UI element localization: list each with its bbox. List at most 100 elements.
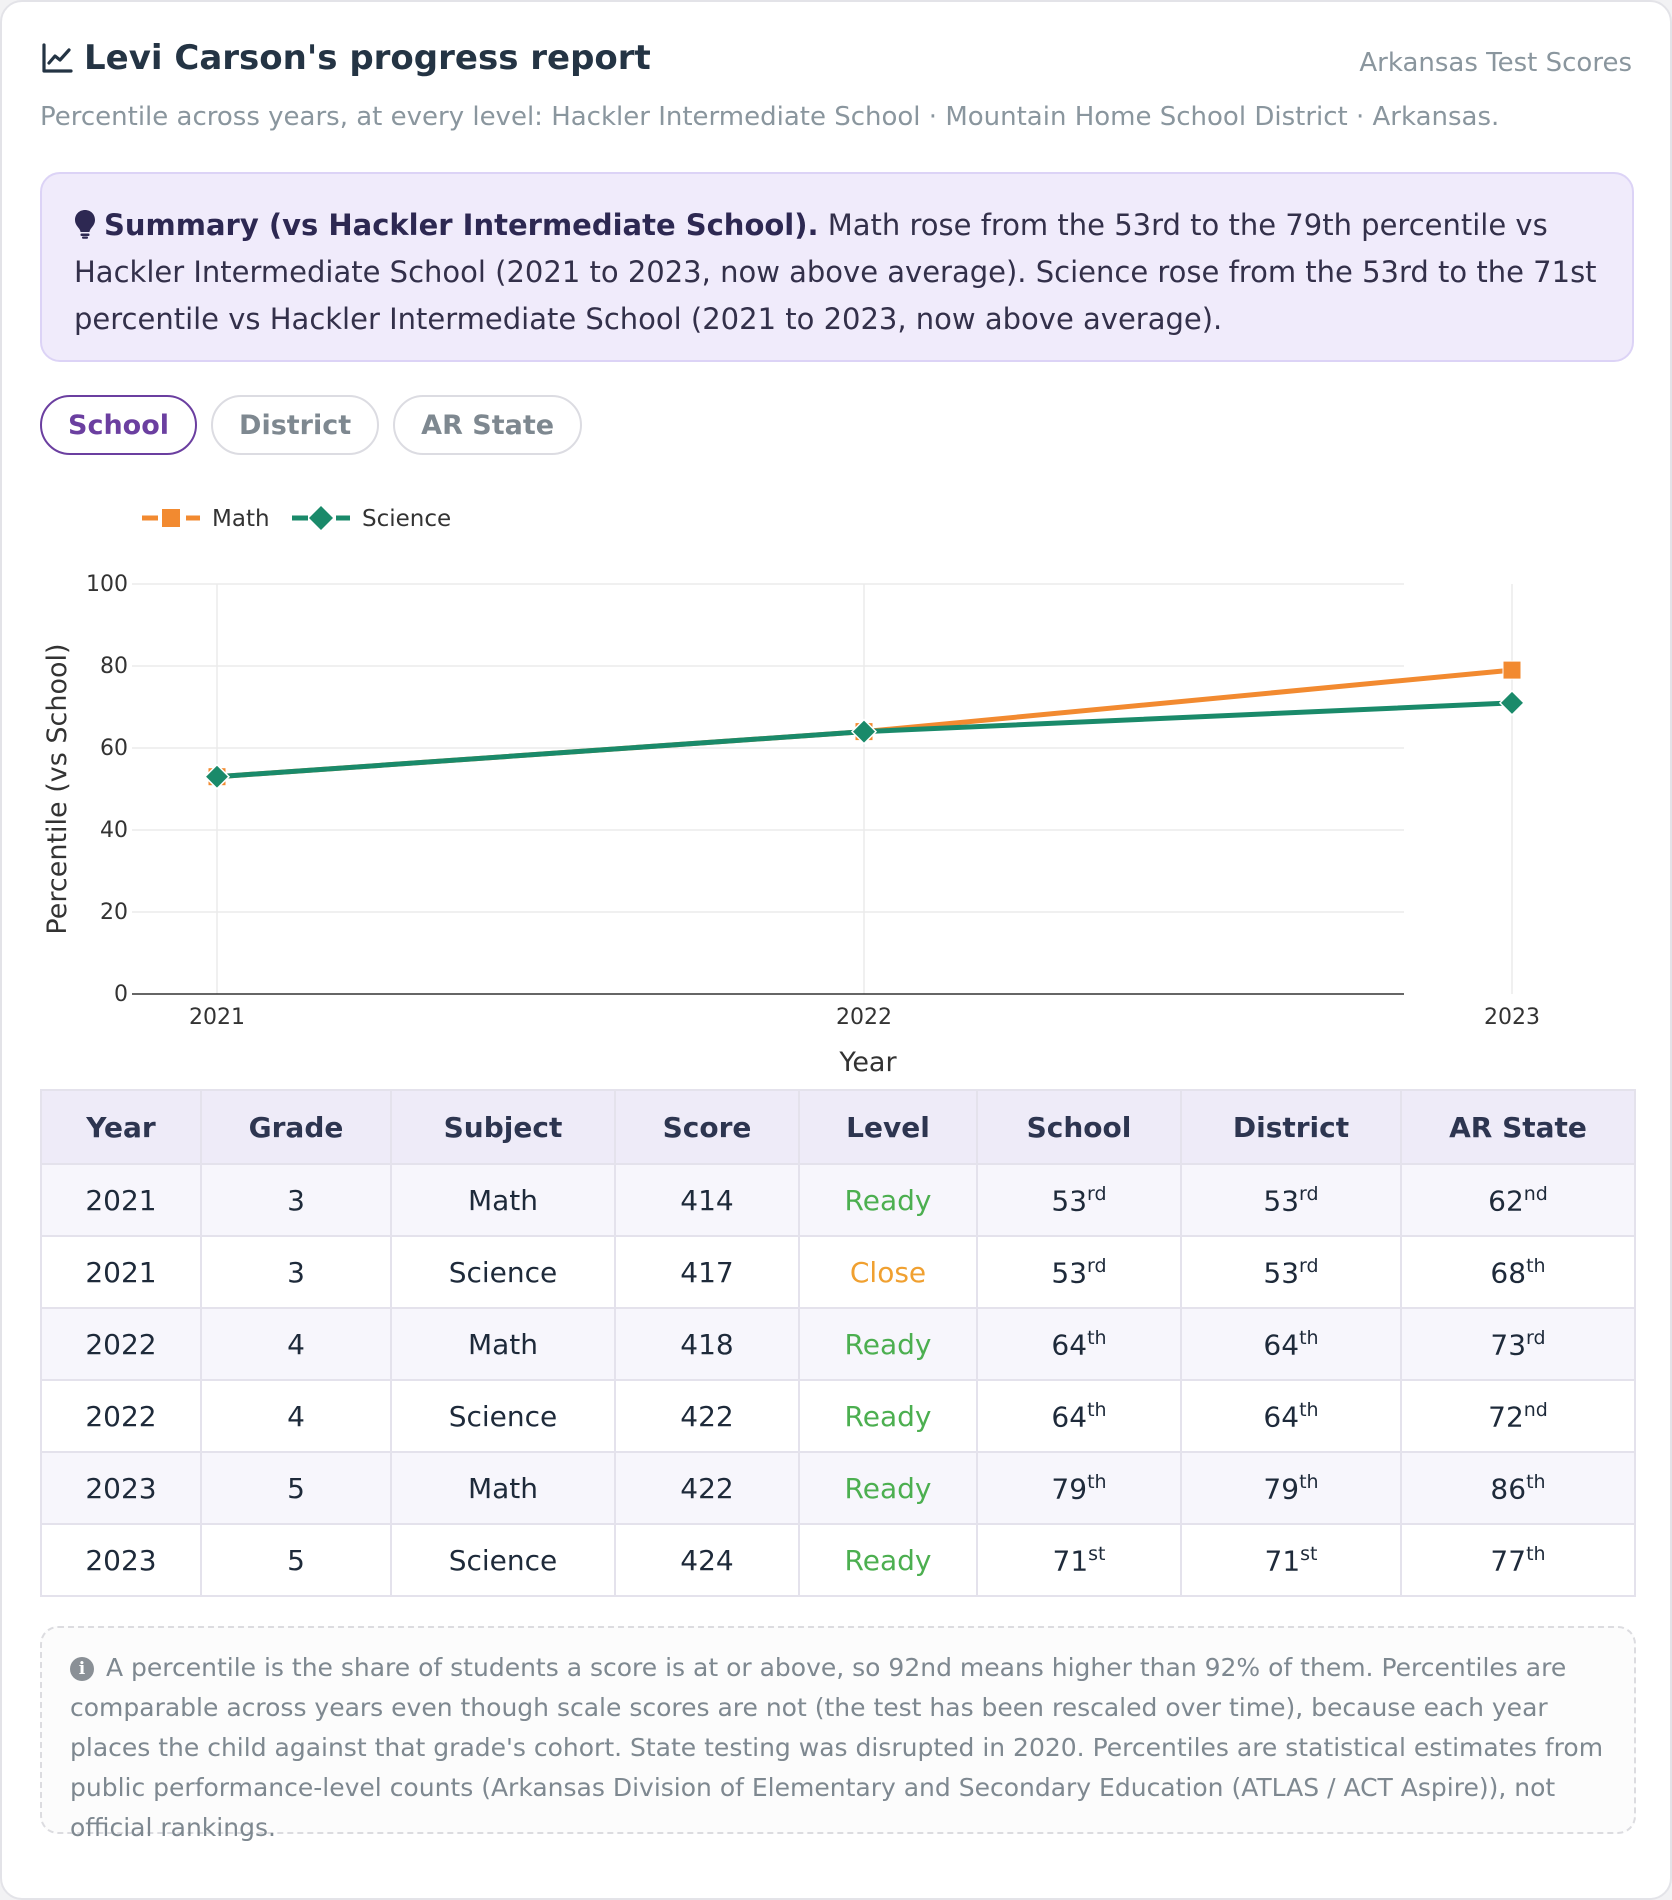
cell-score: 422 [614,1379,800,1453]
x-tick-label: 2021 [189,1005,245,1030]
y-axis-title: Percentile (vs School) [42,643,73,934]
cell-year: 2023 [40,1451,202,1525]
cell-state-percentile: 77th [1400,1523,1636,1597]
col-header-district[interactable]: District [1180,1089,1402,1165]
science-point [1498,689,1526,716]
cell-school-percentile: 53rd [976,1235,1182,1309]
science-point [850,718,878,745]
percentile-value: 53 [1051,1256,1088,1290]
table-row: 2021 3 Science 417 Close 53rd 53rd 68th [40,1235,1636,1309]
percentile-suffix: rd [1526,1326,1546,1349]
percentile-suffix: th [1526,1542,1546,1565]
cell-level: Ready [798,1163,978,1237]
legend-marker-science [309,506,333,530]
cell-level: Ready [798,1379,978,1453]
percentile-value: 53 [1263,1256,1300,1290]
percentile-value: 73 [1490,1328,1527,1362]
tab-district[interactable]: District [211,395,380,455]
col-header-grade[interactable]: Grade [200,1089,392,1165]
cell-grade: 5 [200,1523,392,1597]
cell-grade: 3 [200,1235,392,1309]
percentile-value: 64 [1051,1328,1088,1362]
percentile-suffix: rd [1299,1254,1319,1277]
percentile-suffix: st [1088,1542,1106,1565]
cell-district-percentile: 71st [1180,1523,1402,1597]
percentile-suffix: th [1299,1326,1319,1349]
legend-label-math: Math [212,506,270,532]
table-row: 2023 5 Science 424 Ready 71st 71st 77th [40,1523,1636,1597]
cell-state-percentile: 86th [1400,1451,1636,1525]
percentile-value: 64 [1051,1400,1088,1434]
cell-year: 2022 [40,1379,202,1453]
science-point [203,763,231,790]
percentile-suffix: nd [1523,1398,1548,1421]
table-header-row: Year Grade Subject Score Level School Di… [40,1089,1636,1165]
table-row: 2022 4 Math 418 Ready 64th 64th 73rd [40,1307,1636,1381]
col-header-subject[interactable]: Subject [390,1089,616,1165]
x-tick-label: 2022 [836,1005,892,1030]
cell-school-percentile: 64th [976,1379,1182,1453]
tab-school[interactable]: School [40,395,198,455]
page-subtitle: Percentile across years, at every level:… [40,102,1500,132]
chart-line-icon [42,43,73,73]
cell-district-percentile: 53rd [1180,1163,1402,1237]
percentile-suffix: th [1299,1398,1319,1421]
percentile-suffix: th [1087,1470,1107,1493]
cell-level: Ready [798,1307,978,1381]
col-header-ar-state[interactable]: AR State [1400,1089,1636,1165]
percentile-suffix: nd [1523,1182,1548,1205]
cell-school-percentile: 53rd [976,1163,1182,1237]
note-text: A percentile is the share of students a … [70,1653,1604,1842]
percentile-value: 53 [1051,1184,1088,1218]
legend-marker-math [162,509,180,527]
cell-level: Ready [798,1523,978,1597]
percentile-suffix: rd [1087,1182,1107,1205]
cell-district-percentile: 53rd [1180,1235,1402,1309]
cell-year: 2023 [40,1523,202,1597]
level-tabs: School District AR State [40,395,583,455]
cell-state-percentile: 72nd [1400,1379,1636,1453]
tab-ar-state[interactable]: AR State [393,395,583,455]
col-header-score[interactable]: Score [614,1089,800,1165]
cell-school-percentile: 79th [976,1451,1182,1525]
y-tick-label: 80 [100,654,128,679]
cell-subject: Math [390,1307,616,1381]
percentile-suffix: th [1526,1470,1546,1493]
cell-subject: Science [390,1523,616,1597]
percentile-suffix: st [1300,1542,1318,1565]
cell-grade: 4 [200,1379,392,1453]
percentile-value: 64 [1263,1400,1300,1434]
percentile-value: 71 [1264,1544,1301,1578]
y-tick-label: 40 [100,818,128,843]
cell-score: 424 [614,1523,800,1597]
cell-district-percentile: 79th [1180,1451,1402,1525]
info-icon: i [70,1657,94,1681]
percentile-suffix: rd [1087,1254,1107,1277]
header: Levi Carson's progress report Arkansas T… [40,38,1632,88]
cell-state-percentile: 73rd [1400,1307,1636,1381]
cell-subject: Science [390,1379,616,1453]
percentile-suffix: rd [1299,1182,1319,1205]
table-row: 2022 4 Science 422 Ready 64th 64th 72nd [40,1379,1636,1453]
col-header-school[interactable]: School [976,1089,1182,1165]
cell-level: Ready [798,1451,978,1525]
cell-score: 414 [614,1163,800,1237]
x-tick-label: 2023 [1484,1005,1540,1030]
title-wrap: Levi Carson's progress report [40,38,651,78]
percentile-value: 77 [1490,1544,1527,1578]
cell-district-percentile: 64th [1180,1379,1402,1453]
page-title: Levi Carson's progress report [84,38,651,78]
x-axis-title: Year [838,1047,897,1078]
y-tick-label: 0 [114,982,128,1007]
percentile-value: 71 [1052,1544,1089,1578]
summary-box: Summary (vs Hackler Intermediate School)… [40,172,1634,362]
col-header-year[interactable]: Year [40,1089,202,1165]
scores-table: Year Grade Subject Score Level School Di… [40,1089,1636,1597]
percentile-value: 62 [1488,1184,1524,1218]
col-header-level[interactable]: Level [798,1089,978,1165]
cell-school-percentile: 71st [976,1523,1182,1597]
y-tick-label: 60 [100,736,128,761]
math-point [1502,660,1522,680]
summary-text: Math rose from the 53rd to the 79th perc… [74,208,1597,336]
